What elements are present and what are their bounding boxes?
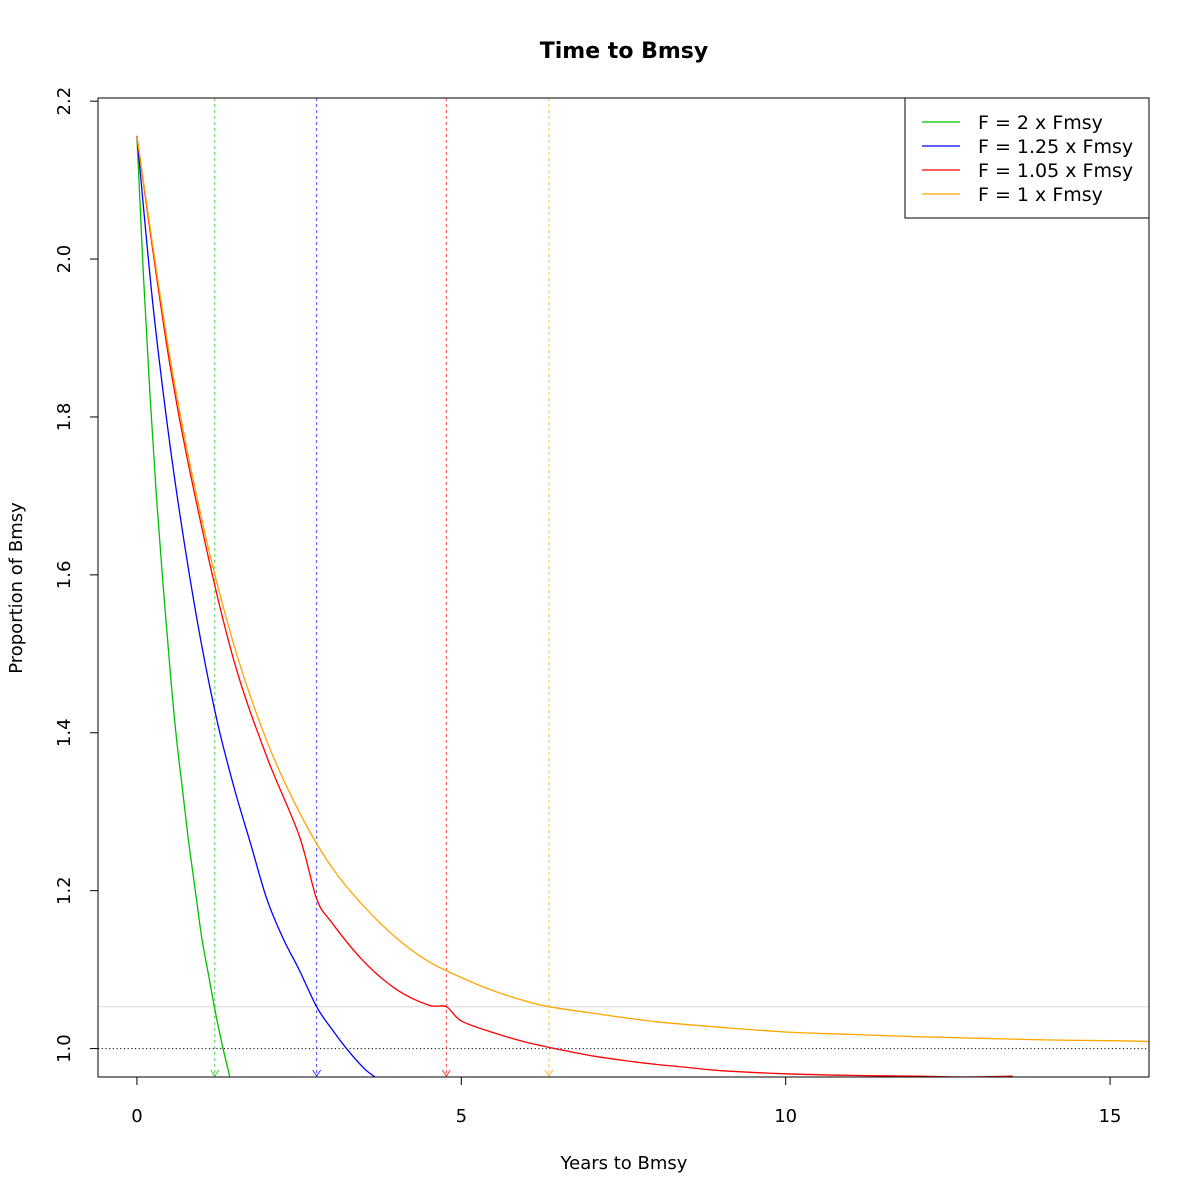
marker-arrow-2: [312, 1069, 322, 1077]
y-tick-label: 1.4: [54, 718, 75, 747]
legend-label-3: F = 1.05 x Fmsy: [978, 160, 1133, 182]
marker-arrow-3: [441, 1069, 451, 1077]
plot-frame: [97, 97, 1150, 1078]
y-axis-label: Proportion of Bmsy: [6, 502, 27, 674]
x-tick-label: 15: [1099, 1106, 1122, 1127]
series-line-3: [136, 135, 1013, 1077]
x-tick-label: 5: [456, 1106, 467, 1127]
legend-label-1: F = 2 x Fmsy: [978, 112, 1103, 134]
legend-label-2: F = 1.25 x Fmsy: [978, 136, 1133, 158]
y-tick-label: 1.6: [54, 561, 75, 590]
x-axis-label: Years to Bmsy: [560, 1153, 688, 1174]
series-line-4: [136, 135, 1149, 1043]
y-tick-label: 2.2: [54, 87, 75, 116]
y-tick-label: 2.0: [54, 245, 75, 274]
series-line-2: [136, 135, 376, 1077]
y-axis: 1.0 1.2 1.4 1.6 1.8 2.0 2.2: [54, 87, 98, 1063]
marker-arrow-1: [210, 1069, 220, 1077]
x-tick-label: 0: [131, 1106, 142, 1127]
x-tick-label: 10: [774, 1106, 797, 1127]
legend-label-4: F = 1 x Fmsy: [978, 184, 1103, 206]
y-tick-label: 1.8: [54, 403, 75, 432]
marker-arrow-4: [544, 1069, 554, 1077]
y-tick-label: 1.2: [54, 876, 75, 905]
plot-area: [98, 98, 1149, 1077]
y-tick-label: 1.0: [54, 1034, 75, 1063]
series-line-1: [136, 135, 231, 1077]
chart-title: Time to Bmsy: [540, 39, 708, 64]
